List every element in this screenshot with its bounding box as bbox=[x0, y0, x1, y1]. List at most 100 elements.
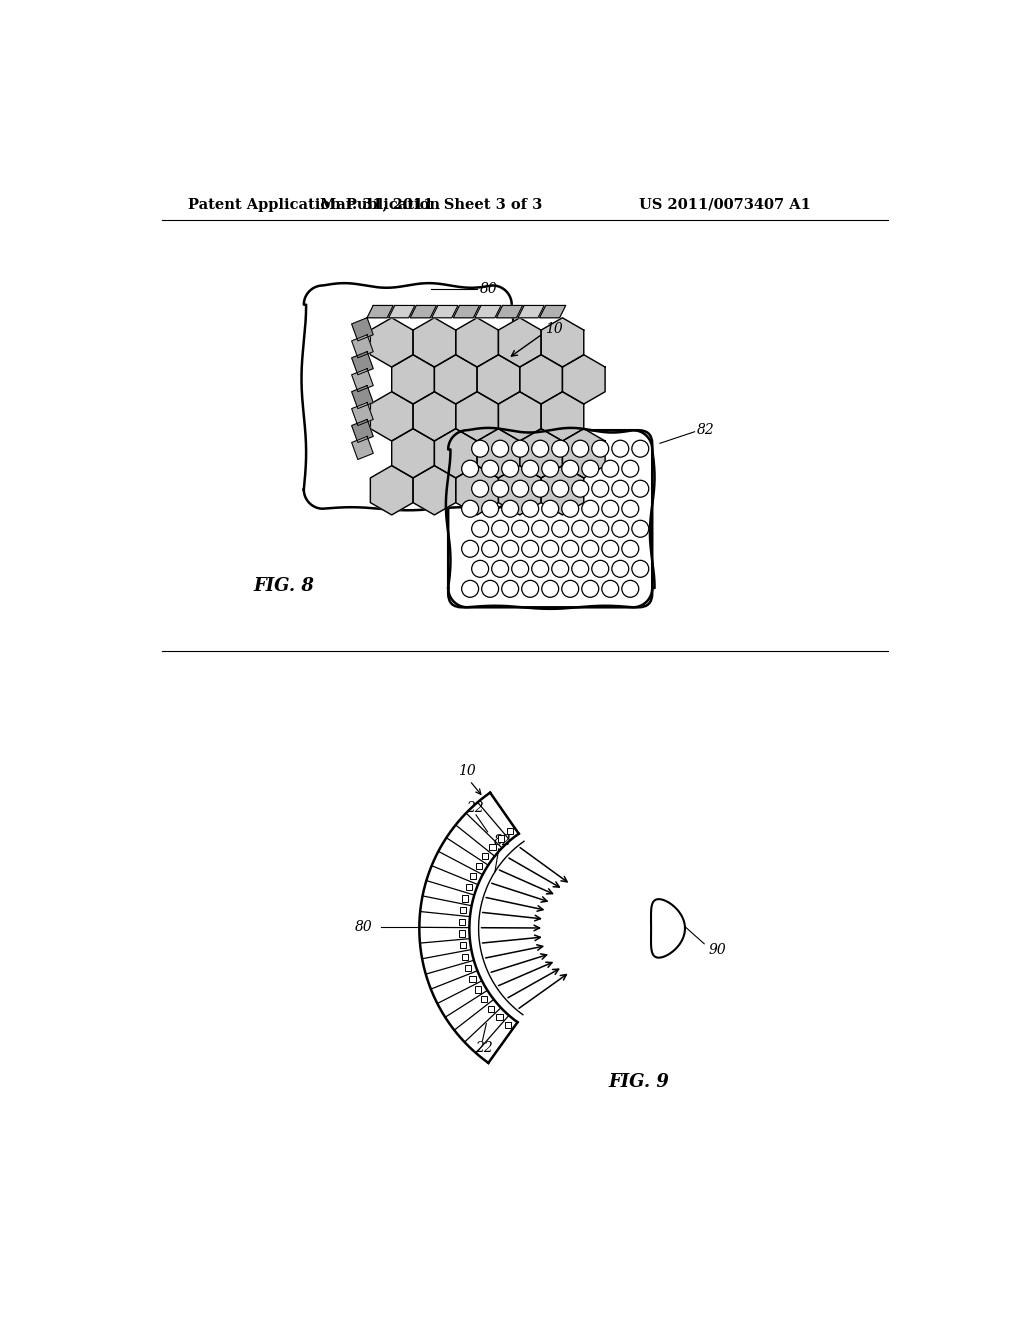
Circle shape bbox=[462, 461, 478, 478]
Bar bbox=[460, 942, 466, 948]
Circle shape bbox=[552, 520, 568, 537]
Polygon shape bbox=[367, 305, 393, 318]
Circle shape bbox=[462, 500, 478, 517]
Polygon shape bbox=[432, 305, 458, 318]
Polygon shape bbox=[499, 392, 541, 441]
Polygon shape bbox=[351, 420, 373, 442]
Polygon shape bbox=[540, 305, 565, 318]
Circle shape bbox=[571, 441, 589, 457]
Polygon shape bbox=[651, 899, 685, 958]
Polygon shape bbox=[499, 318, 541, 367]
Bar bbox=[462, 953, 468, 960]
Text: 82: 82 bbox=[697, 424, 715, 437]
Polygon shape bbox=[351, 385, 373, 409]
Polygon shape bbox=[562, 355, 605, 404]
Circle shape bbox=[542, 461, 559, 478]
Circle shape bbox=[611, 561, 629, 577]
Text: US 2011/0073407 A1: US 2011/0073407 A1 bbox=[639, 198, 811, 211]
Circle shape bbox=[502, 500, 518, 517]
Text: 80: 80 bbox=[355, 920, 373, 935]
Bar bbox=[459, 931, 465, 937]
Circle shape bbox=[472, 520, 488, 537]
Bar bbox=[507, 828, 513, 834]
Polygon shape bbox=[351, 368, 373, 392]
Circle shape bbox=[562, 581, 579, 598]
Bar bbox=[470, 874, 476, 879]
Polygon shape bbox=[456, 466, 499, 515]
Polygon shape bbox=[392, 429, 434, 478]
Circle shape bbox=[622, 461, 639, 478]
Circle shape bbox=[462, 540, 478, 557]
Polygon shape bbox=[351, 335, 373, 358]
Polygon shape bbox=[371, 392, 413, 441]
Polygon shape bbox=[562, 429, 605, 478]
Circle shape bbox=[472, 441, 488, 457]
Circle shape bbox=[552, 441, 568, 457]
Circle shape bbox=[481, 581, 499, 598]
Circle shape bbox=[562, 461, 579, 478]
Bar bbox=[469, 975, 475, 982]
Polygon shape bbox=[520, 355, 562, 404]
Text: 82: 82 bbox=[494, 834, 512, 847]
Polygon shape bbox=[541, 392, 584, 441]
Polygon shape bbox=[413, 318, 456, 367]
Circle shape bbox=[562, 500, 579, 517]
Bar bbox=[482, 853, 488, 859]
Polygon shape bbox=[351, 318, 373, 341]
Circle shape bbox=[632, 520, 649, 537]
Circle shape bbox=[521, 581, 539, 598]
Text: 22: 22 bbox=[466, 801, 483, 814]
Bar bbox=[498, 836, 504, 842]
Bar bbox=[497, 1014, 503, 1020]
Circle shape bbox=[582, 500, 599, 517]
Text: 10: 10 bbox=[458, 763, 475, 777]
Circle shape bbox=[512, 441, 528, 457]
Bar bbox=[475, 986, 481, 993]
Polygon shape bbox=[413, 466, 456, 515]
Text: FIG. 8: FIG. 8 bbox=[254, 577, 314, 595]
Circle shape bbox=[542, 581, 559, 598]
Circle shape bbox=[531, 520, 549, 537]
Bar bbox=[459, 919, 465, 925]
Circle shape bbox=[582, 581, 599, 598]
Circle shape bbox=[531, 561, 549, 577]
Circle shape bbox=[472, 480, 488, 498]
Circle shape bbox=[521, 461, 539, 478]
Bar bbox=[488, 1006, 495, 1011]
Circle shape bbox=[481, 540, 499, 557]
Circle shape bbox=[481, 461, 499, 478]
Polygon shape bbox=[351, 403, 373, 425]
Circle shape bbox=[481, 500, 499, 517]
Circle shape bbox=[531, 480, 549, 498]
Circle shape bbox=[592, 441, 608, 457]
Circle shape bbox=[521, 500, 539, 517]
Circle shape bbox=[582, 461, 599, 478]
Polygon shape bbox=[541, 466, 584, 515]
Circle shape bbox=[521, 540, 539, 557]
Polygon shape bbox=[392, 355, 434, 404]
Circle shape bbox=[592, 520, 608, 537]
Text: 22: 22 bbox=[475, 1040, 493, 1055]
Polygon shape bbox=[520, 429, 562, 478]
Circle shape bbox=[512, 480, 528, 498]
Circle shape bbox=[502, 461, 518, 478]
FancyBboxPatch shape bbox=[449, 430, 652, 607]
Circle shape bbox=[531, 441, 549, 457]
Circle shape bbox=[602, 540, 618, 557]
Polygon shape bbox=[456, 392, 499, 441]
Text: 80: 80 bbox=[479, 282, 497, 296]
Bar bbox=[475, 863, 481, 869]
Circle shape bbox=[582, 540, 599, 557]
Text: 90: 90 bbox=[708, 942, 726, 957]
Circle shape bbox=[552, 561, 568, 577]
Text: FIG. 9: FIG. 9 bbox=[608, 1073, 669, 1092]
Polygon shape bbox=[351, 351, 373, 375]
Circle shape bbox=[632, 561, 649, 577]
Bar bbox=[460, 907, 466, 913]
Circle shape bbox=[562, 540, 579, 557]
Circle shape bbox=[492, 561, 509, 577]
Polygon shape bbox=[389, 305, 415, 318]
Polygon shape bbox=[518, 305, 544, 318]
Bar bbox=[466, 884, 472, 890]
Polygon shape bbox=[475, 305, 501, 318]
